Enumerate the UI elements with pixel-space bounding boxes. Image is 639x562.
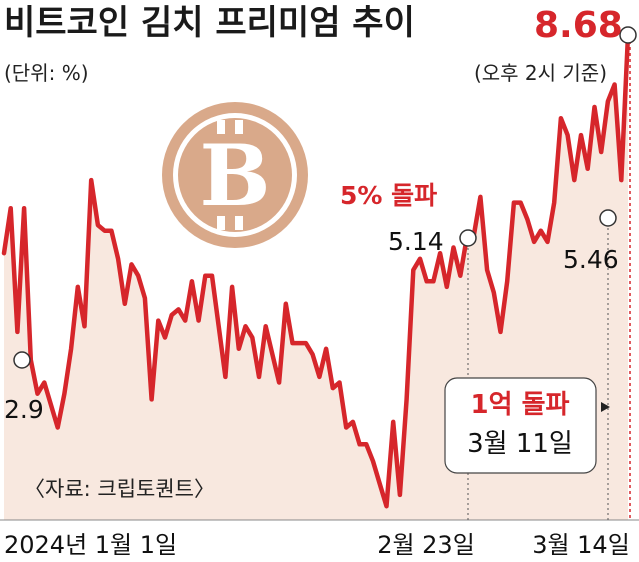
callout-date: 3월 11일 xyxy=(467,429,573,459)
label-start: 2.9 xyxy=(4,395,44,424)
chart-title: 비트코인 김치 프리미엄 추이 xyxy=(4,3,415,43)
label-end: 8.68 xyxy=(534,5,623,46)
marker-end xyxy=(619,26,637,44)
bitcoin-logo-icon: B xyxy=(162,102,308,248)
source-label: 〈자료: 크립토퀀트〉 xyxy=(24,477,215,501)
label-mar14: 5.46 xyxy=(563,245,619,274)
label-feb23-note: 5% 돌파 xyxy=(340,181,437,210)
x-tick-start: 2024년 1월 1일 xyxy=(4,531,177,559)
label-feb23: 5.14 xyxy=(388,227,444,256)
marker-start xyxy=(13,351,31,369)
time-note: (오후 2시 기준) xyxy=(474,61,607,85)
premium-line xyxy=(1,32,631,509)
unit-label: (단위: %) xyxy=(4,61,89,85)
x-tick-feb23: 2월 23일 xyxy=(377,531,475,559)
callout-100m: 1억 돌파 3월 11일 xyxy=(444,377,610,474)
svg-text:B: B xyxy=(200,126,271,225)
callout-title: 1억 돌파 xyxy=(471,390,570,420)
marker-feb23 xyxy=(459,229,477,247)
marker-mar14 xyxy=(599,209,617,227)
x-tick-mar14: 3월 14일 xyxy=(532,531,630,559)
